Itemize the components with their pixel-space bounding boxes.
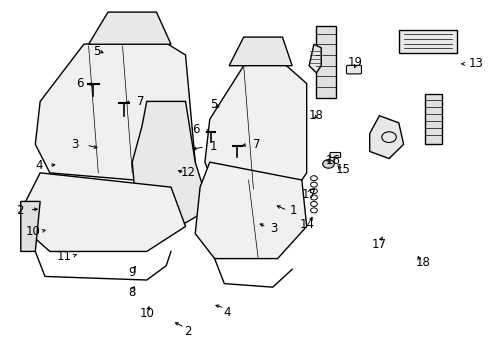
Text: 7: 7: [137, 95, 144, 108]
Text: 16: 16: [325, 154, 341, 167]
Text: 9: 9: [128, 266, 136, 279]
Text: 1: 1: [209, 140, 217, 153]
Text: 14: 14: [299, 218, 314, 231]
Polygon shape: [25, 173, 185, 251]
Polygon shape: [195, 162, 306, 258]
Polygon shape: [132, 102, 209, 223]
Text: 15: 15: [335, 163, 350, 176]
Text: 18: 18: [308, 109, 324, 122]
Text: 19: 19: [347, 55, 362, 69]
Text: 4: 4: [223, 306, 230, 319]
FancyBboxPatch shape: [398, 30, 456, 53]
Text: 10: 10: [139, 307, 154, 320]
Text: 3: 3: [270, 222, 277, 235]
Text: 11: 11: [57, 250, 72, 263]
Text: 8: 8: [128, 286, 136, 299]
FancyBboxPatch shape: [346, 65, 361, 74]
Circle shape: [322, 159, 334, 168]
Text: 6: 6: [76, 77, 83, 90]
Polygon shape: [35, 37, 195, 184]
Text: 6: 6: [192, 123, 200, 136]
Text: 13: 13: [468, 57, 483, 71]
Text: 17: 17: [301, 188, 316, 201]
Text: 2: 2: [16, 204, 23, 217]
Polygon shape: [88, 12, 171, 44]
Text: 2: 2: [184, 325, 191, 338]
Text: 1: 1: [289, 204, 297, 217]
Polygon shape: [204, 62, 306, 194]
Text: 4: 4: [35, 159, 42, 172]
FancyBboxPatch shape: [329, 153, 340, 157]
Polygon shape: [316, 26, 335, 98]
Text: 5: 5: [209, 99, 217, 112]
Polygon shape: [425, 94, 442, 144]
Text: 17: 17: [371, 238, 386, 251]
Text: 5: 5: [93, 45, 101, 58]
Text: 3: 3: [71, 138, 79, 151]
Polygon shape: [308, 44, 321, 73]
Text: 18: 18: [415, 256, 429, 269]
Text: 12: 12: [181, 166, 195, 179]
Text: 7: 7: [253, 138, 261, 151]
Text: 10: 10: [25, 225, 40, 238]
Polygon shape: [369, 116, 403, 158]
Polygon shape: [20, 202, 40, 251]
Polygon shape: [229, 37, 291, 66]
